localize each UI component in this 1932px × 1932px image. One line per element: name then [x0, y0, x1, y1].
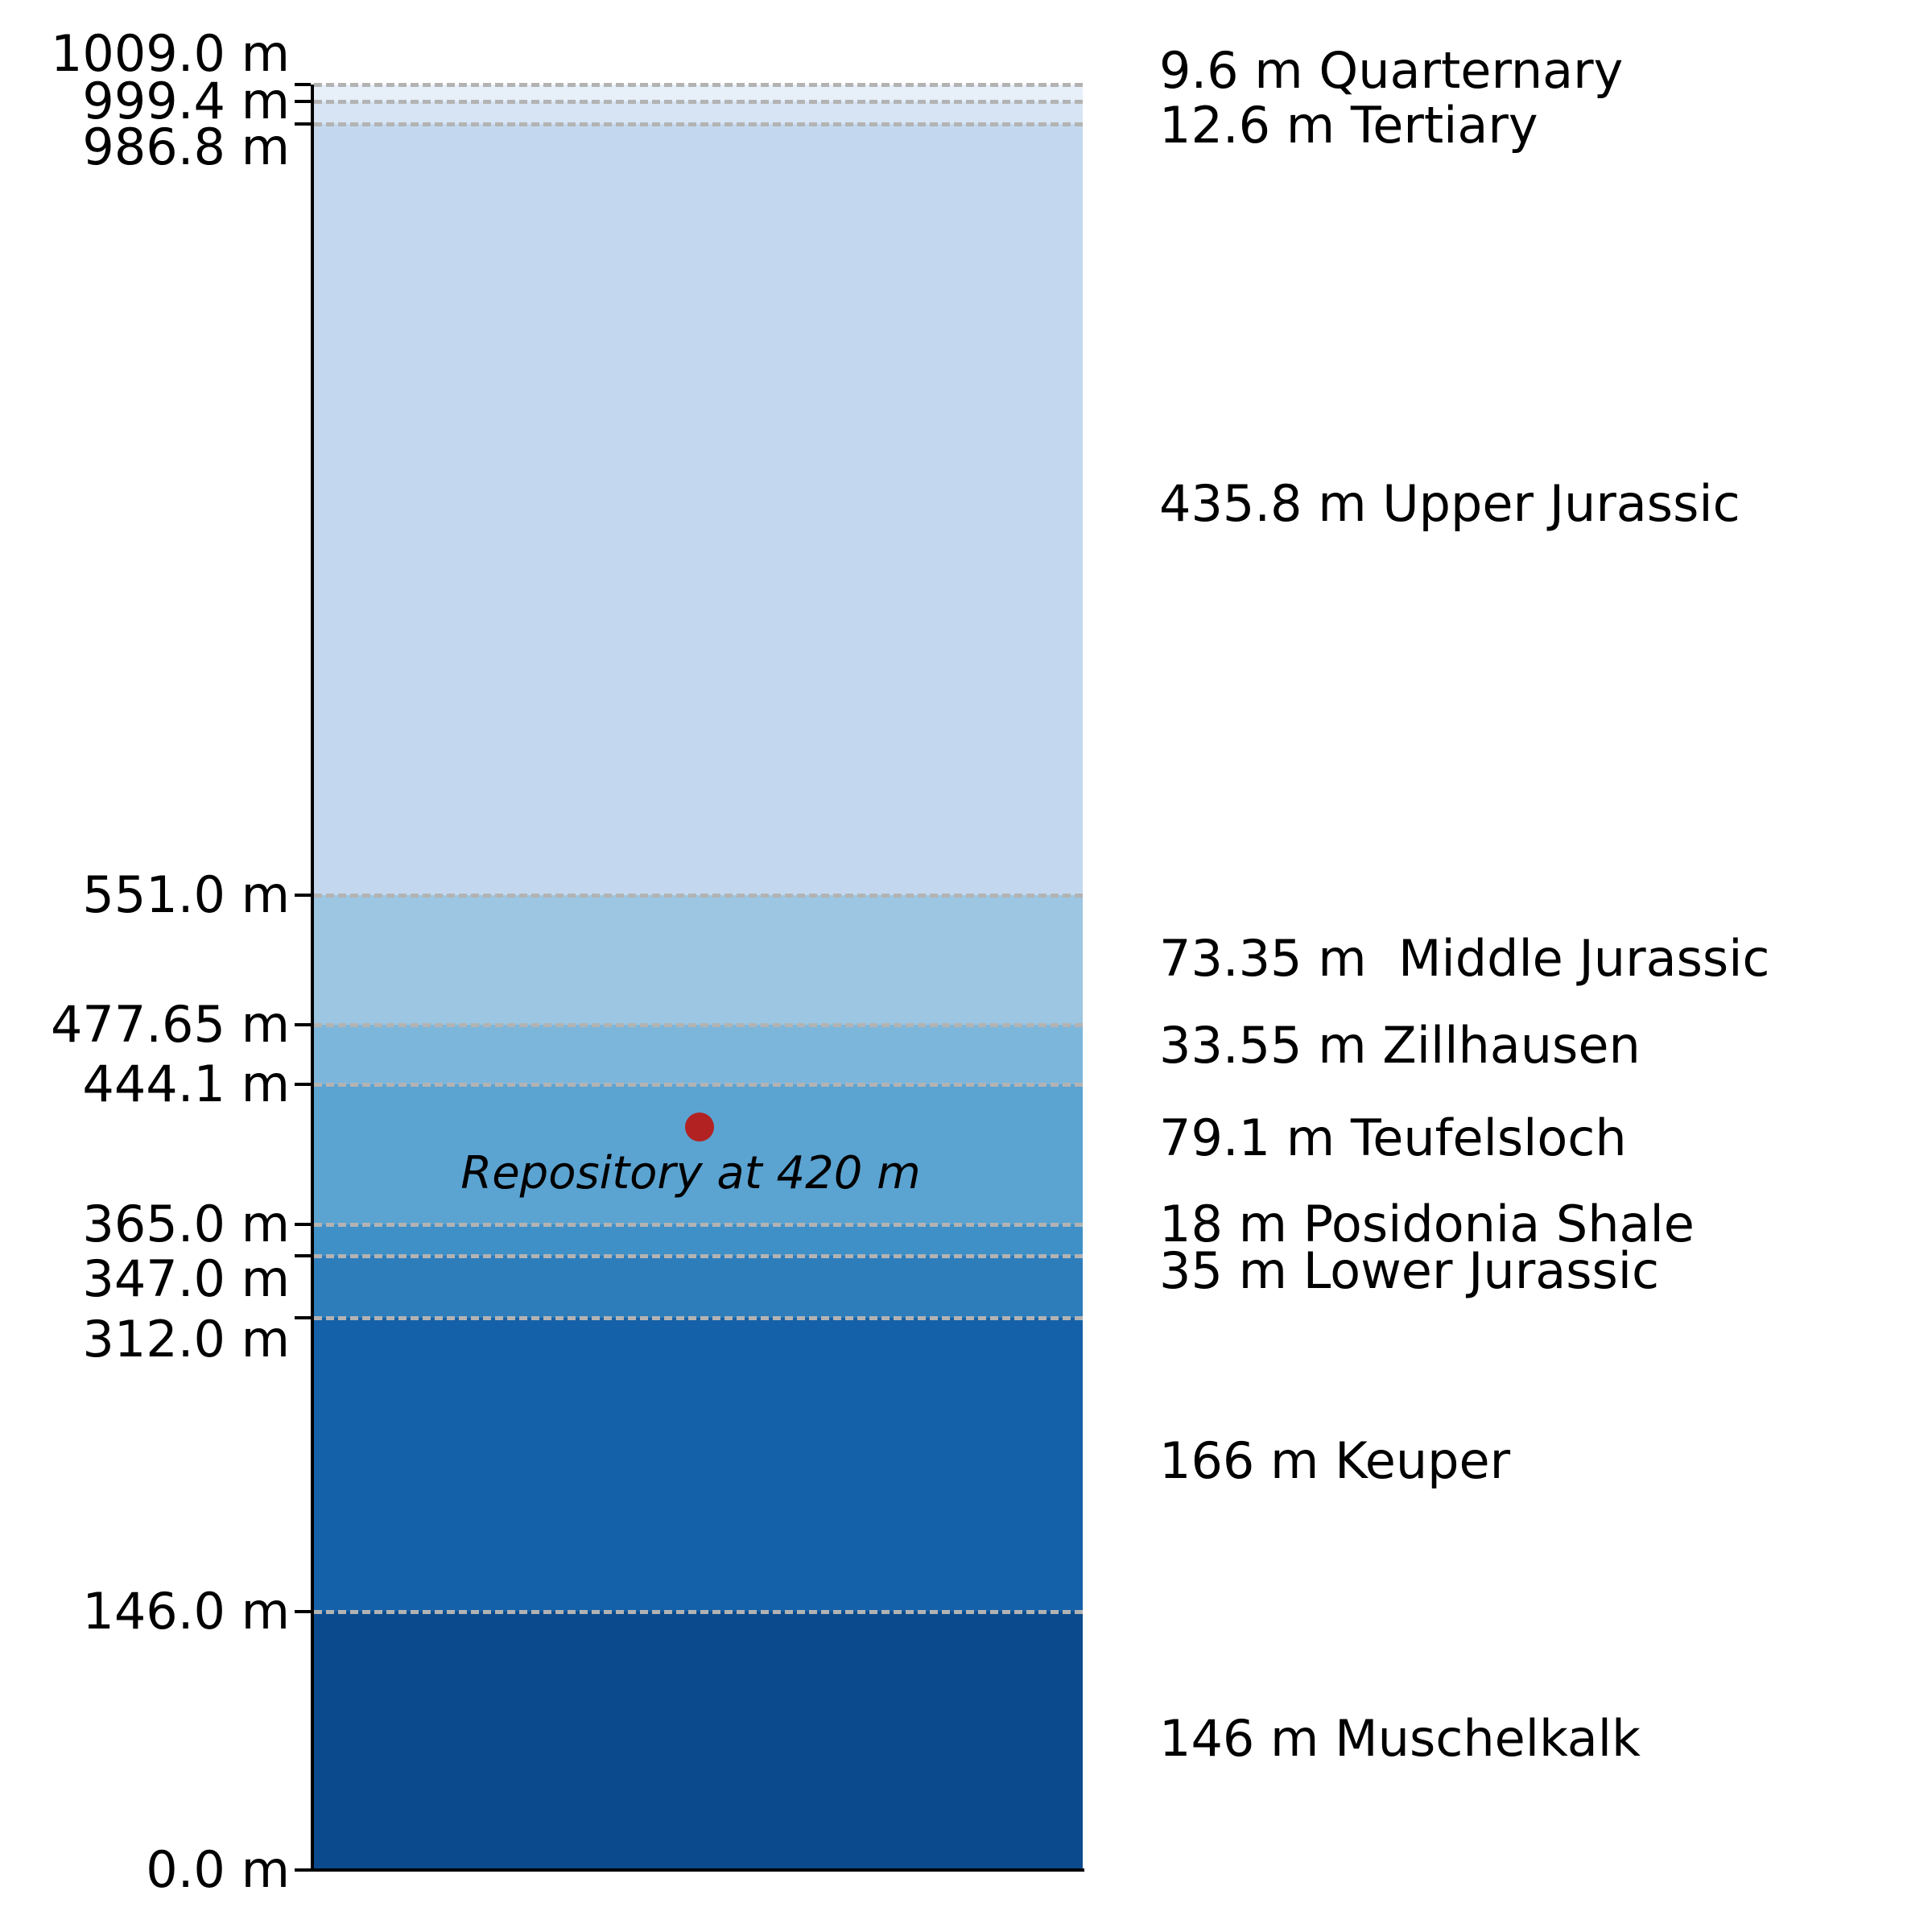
- y-tick-label: 999.4 m: [82, 72, 290, 131]
- y-tick: [295, 1610, 311, 1614]
- repository-marker-dot: [685, 1112, 714, 1141]
- y-tick: [295, 122, 311, 126]
- layer-boundary: [314, 1222, 1083, 1227]
- layer-label-upper-jurassic: 435.8 m Upper Jurassic: [1159, 474, 1740, 533]
- y-tick-label: 146.0 m: [82, 1582, 290, 1641]
- y-tick-label: 312.0 m: [82, 1310, 290, 1369]
- layer-label-middle-jurassic: 73.35 m Middle Jurassic: [1159, 929, 1770, 988]
- layer-boundary: [314, 122, 1083, 126]
- y-tick-label: 365.0 m: [82, 1194, 290, 1253]
- layer-lower-jurassic: [314, 1256, 1083, 1319]
- y-tick: [295, 1254, 311, 1258]
- y-tick: [295, 1082, 311, 1086]
- layer-label-posidonia-shale: 18 m Posidonia Shale: [1159, 1195, 1695, 1253]
- y-tick-label: 986.8 m: [82, 117, 290, 176]
- layer-teufelsloch: [314, 1084, 1083, 1224]
- y-tick: [295, 100, 311, 104]
- y-tick-label: 477.65 m: [50, 995, 290, 1055]
- y-tick-label: 444.1 m: [82, 1054, 290, 1113]
- layer-boundary: [314, 1316, 1083, 1321]
- layer-boundary: [314, 893, 1083, 898]
- x-axis-spine: [304, 1868, 1084, 1872]
- y-axis-spine: [311, 85, 314, 1870]
- layer-label-muschelkalk: 146 m Muschelkalk: [1159, 1709, 1641, 1768]
- layer-boundary: [314, 83, 1083, 87]
- layer-label-tertiary: 12.6 m Tertiary: [1159, 96, 1538, 155]
- y-tick: [295, 893, 311, 897]
- layer-boundary: [314, 1610, 1083, 1615]
- layer-posidonia-shale: [314, 1224, 1083, 1257]
- layer-label-teufelsloch: 79.1 m Teufelsloch: [1159, 1108, 1627, 1167]
- layer-muschelkalk: [314, 1612, 1083, 1870]
- repository-annotation: Repository at 420 m: [460, 1146, 921, 1199]
- y-tick: [295, 1023, 311, 1027]
- y-tick: [295, 1222, 311, 1226]
- y-tick: [295, 1868, 311, 1872]
- layer-middle-jurassic: [314, 894, 1083, 1026]
- y-tick-label: 1009.0 m: [50, 24, 290, 83]
- y-tick: [295, 83, 311, 86]
- layer-boundary: [314, 1082, 1083, 1087]
- layer-label-zillhausen: 33.55 m Zillhausen: [1159, 1016, 1641, 1075]
- y-tick-label: 551.0 m: [82, 865, 290, 924]
- layer-zillhausen: [314, 1025, 1083, 1084]
- layer-label-keuper: 166 m Keuper: [1159, 1431, 1511, 1490]
- layer-quarternary: [314, 85, 1083, 102]
- y-tick-label: 347.0 m: [82, 1249, 290, 1309]
- layer-boundary: [314, 1254, 1083, 1259]
- layer-label-lower-jurassic: 35 m Lower Jurassic: [1159, 1241, 1660, 1300]
- y-tick: [295, 1316, 311, 1320]
- layer-boundary: [314, 1023, 1083, 1028]
- layer-tertiary: [314, 101, 1083, 124]
- layer-upper-jurassic: [314, 123, 1083, 895]
- layer-keuper: [314, 1318, 1083, 1612]
- layer-label-quarternary: 9.6 m Quarternary: [1159, 41, 1624, 100]
- y-tick-label: 0.0 m: [146, 1840, 290, 1899]
- layer-boundary: [314, 100, 1083, 105]
